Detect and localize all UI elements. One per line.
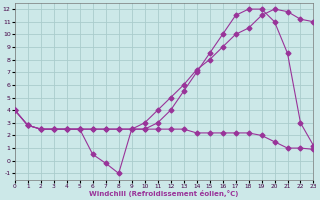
X-axis label: Windchill (Refroidissement éolien,°C): Windchill (Refroidissement éolien,°C): [90, 190, 239, 197]
